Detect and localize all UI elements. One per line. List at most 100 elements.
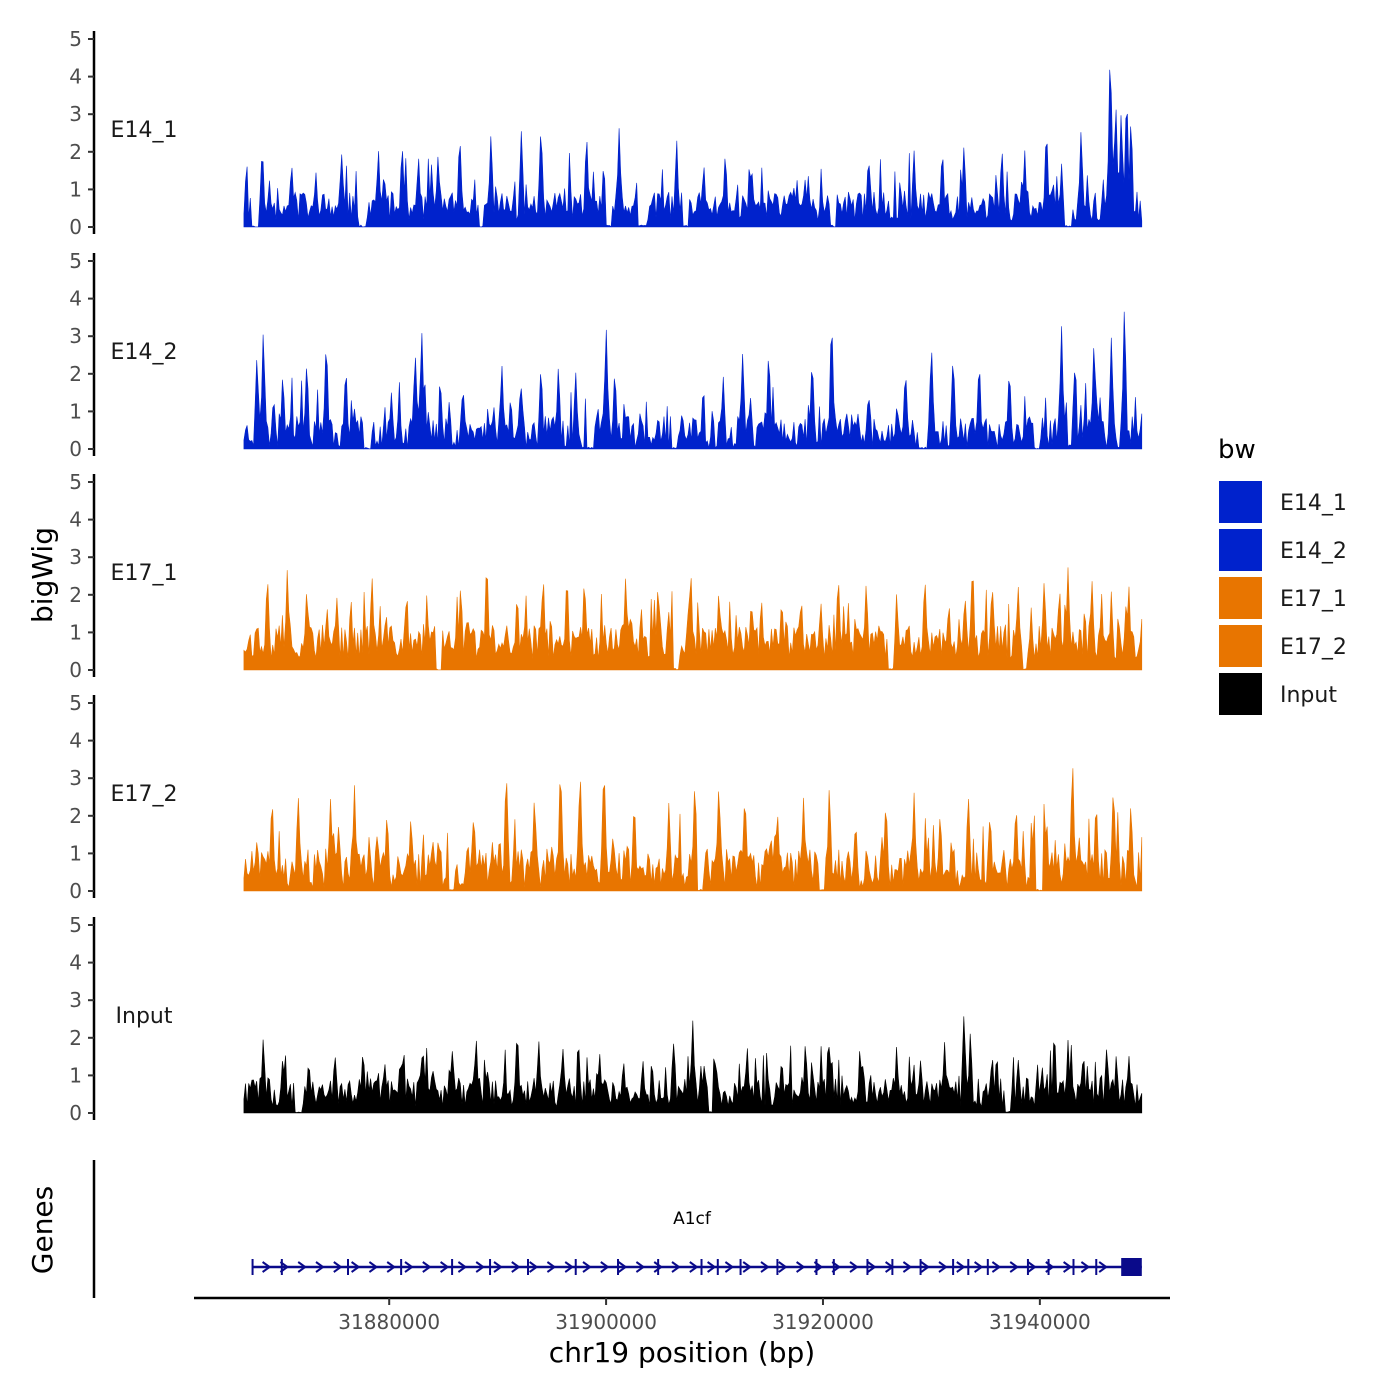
- y-tick-label: 1: [69, 399, 82, 423]
- strand-arrow: [742, 1261, 752, 1273]
- y-tick-label: 1: [69, 1063, 82, 1087]
- legend-label-e14_2: E14_2: [1280, 539, 1347, 564]
- strand-arrow: [582, 1261, 592, 1273]
- strand-arrow: [386, 1261, 396, 1273]
- gene-track: A1cf: [92, 1160, 1142, 1298]
- strand-arrow: [867, 1261, 877, 1273]
- strand-arrow: [529, 1261, 539, 1273]
- track-label: E17_2: [111, 782, 178, 807]
- strand-arrow: [707, 1261, 717, 1273]
- strand-arrow: [849, 1261, 859, 1273]
- strand-arrow: [600, 1261, 610, 1273]
- strand-arrow: [422, 1261, 432, 1273]
- strand-arrow: [1063, 1261, 1073, 1273]
- legend-key-e17_1: [1217, 575, 1264, 621]
- legend: bw E14_1 E14_2 E17_1 E17_2 Input: [1217, 435, 1347, 717]
- track-e14_2: 0 1 2 3 4 5 E14_2: [69, 249, 1143, 461]
- strand-arrow: [671, 1261, 681, 1273]
- y-tick-label: 5: [69, 27, 82, 51]
- y-tick-label: 4: [69, 287, 82, 311]
- legend-key-input: [1217, 671, 1264, 717]
- legend-label-e17_1: E17_1: [1280, 587, 1347, 612]
- y-tick-label: 2: [69, 804, 82, 828]
- y-tick-label: 0: [69, 879, 82, 903]
- strand-arrow: [493, 1261, 503, 1273]
- y-tick-label: 3: [69, 102, 82, 126]
- strand-arrow: [653, 1261, 663, 1273]
- y-tick-label: 3: [69, 988, 82, 1012]
- strand-arrow: [475, 1261, 485, 1273]
- coverage-area-e14_1: [243, 69, 1143, 228]
- strand-arrow: [297, 1261, 307, 1273]
- strand-arrow: [333, 1261, 343, 1273]
- track-label: E14_2: [111, 340, 178, 365]
- strand-arrow: [1009, 1261, 1019, 1273]
- strand-arrow: [689, 1261, 699, 1273]
- y-axis-title: bigWig: [26, 527, 59, 623]
- strand-arrow: [778, 1261, 788, 1273]
- y-tick-label: 5: [69, 470, 82, 494]
- strand-arrow: [724, 1261, 735, 1273]
- coverage-area-e17_2: [243, 768, 1143, 892]
- y-tick-label: 1: [69, 841, 82, 865]
- y-tick-label: 3: [69, 324, 82, 348]
- y-tick-label: 5: [69, 913, 82, 937]
- y-tick-label: 2: [69, 362, 82, 386]
- strand-arrow: [351, 1261, 361, 1273]
- strand-arrow: [440, 1261, 450, 1273]
- strand-arrow: [635, 1261, 646, 1273]
- strand-arrow: [564, 1261, 574, 1273]
- coverage-tracks: 0 1 2 3 4 5 E14_1 0 1 2 3 4 5 E14_2 0 1 2 3 4 5 E17_1 0 1 2 3 4 5 E…: [69, 27, 1143, 1125]
- track-label: Input: [116, 1004, 173, 1029]
- strand-arrow: [511, 1261, 521, 1273]
- y-tick-label: 0: [69, 1101, 82, 1125]
- y-tick-label: 4: [69, 508, 82, 532]
- strand-arrow: [1098, 1261, 1108, 1273]
- legend-key-e14_1: [1217, 479, 1264, 525]
- x-axis: 31880000 31900000 31920000 31940000: [194, 1296, 1170, 1334]
- strand-arrow: [902, 1261, 913, 1273]
- strand-arrow: [546, 1261, 557, 1273]
- gene-track-title: Genes: [26, 1186, 59, 1274]
- legend-label-e17_2: E17_2: [1280, 635, 1347, 660]
- y-tick-label: 2: [69, 1026, 82, 1050]
- y-tick-label: 4: [69, 729, 82, 753]
- legend-key-e14_2: [1217, 527, 1264, 573]
- y-tick-label: 0: [69, 215, 82, 239]
- track-label: E14_1: [111, 118, 178, 143]
- terminal-exon: [1121, 1258, 1142, 1276]
- strand-arrow: [796, 1261, 806, 1273]
- y-tick-label: 0: [69, 437, 82, 461]
- coverage-area-e17_1: [243, 567, 1143, 671]
- y-tick-label: 2: [69, 583, 82, 607]
- x-axis-title: chr19 position (bp): [549, 1336, 815, 1369]
- y-tick-label: 1: [69, 177, 82, 201]
- strand-arrow: [1080, 1261, 1091, 1273]
- y-tick-label: 5: [69, 691, 82, 715]
- x-tick-label: 31880000: [338, 1310, 440, 1334]
- y-tick-label: 1: [69, 620, 82, 644]
- track-e14_1: 0 1 2 3 4 5 E14_1: [69, 27, 1143, 239]
- strand-arrow: [315, 1261, 325, 1273]
- y-tick-label: 5: [69, 249, 82, 273]
- y-tick-label: 3: [69, 545, 82, 569]
- track-e17_2: 0 1 2 3 4 5 E17_2: [69, 691, 1143, 903]
- strand-arrow: [956, 1261, 966, 1273]
- y-tick-label: 0: [69, 658, 82, 682]
- strand-arrow: [974, 1261, 984, 1273]
- track-input: 0 1 2 3 4 5 Input: [69, 913, 1143, 1125]
- legend-label-input: Input: [1280, 683, 1337, 708]
- coverage-area-input: [243, 1016, 1143, 1114]
- strand-arrow: [618, 1261, 628, 1273]
- strand-arrow: [1027, 1261, 1037, 1273]
- strand-arrow: [404, 1261, 414, 1273]
- x-tick-label: 31940000: [989, 1310, 1091, 1334]
- y-tick-label: 4: [69, 65, 82, 89]
- coverage-area-e14_2: [243, 311, 1143, 450]
- legend-title: bw: [1218, 435, 1256, 465]
- gene-name-label: A1cf: [673, 1209, 712, 1229]
- y-tick-label: 2: [69, 140, 82, 164]
- strand-arrow: [457, 1261, 468, 1273]
- strand-arrow: [920, 1261, 930, 1273]
